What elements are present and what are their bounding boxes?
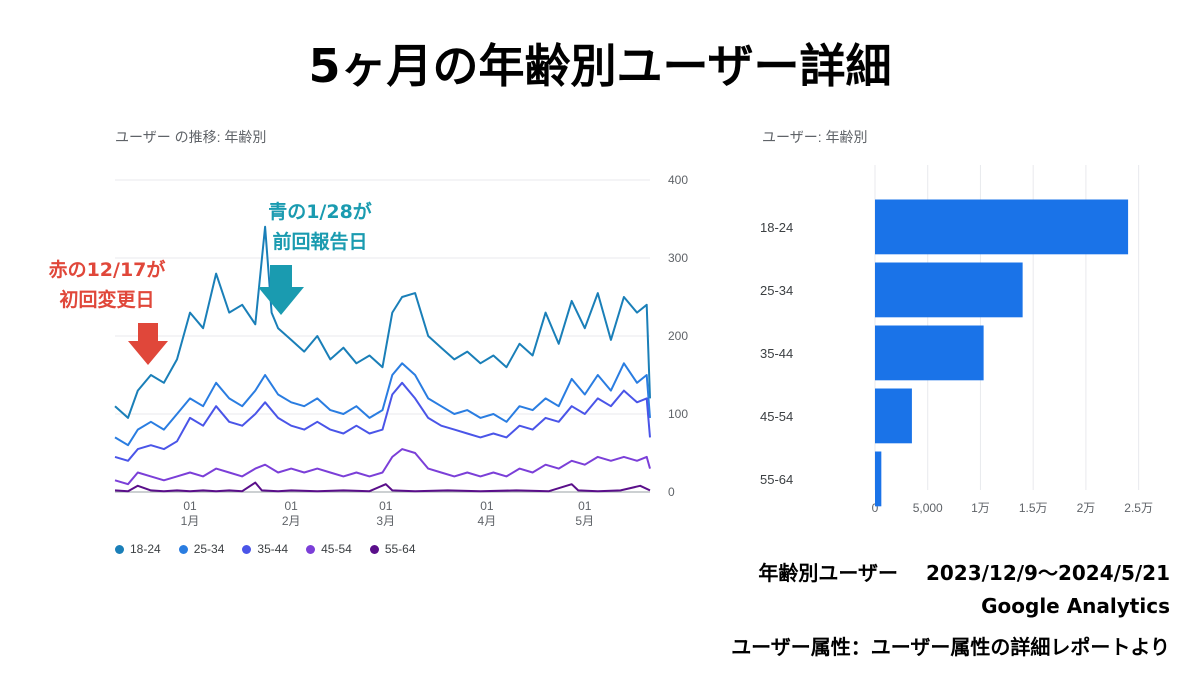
x-tick-label: 2万 [1077, 501, 1096, 515]
legend-label: 25-34 [193, 542, 225, 556]
legend-dot [242, 544, 252, 554]
line-chart-legend: 18-24 25-34 35-44 45-54 55-64 [115, 542, 416, 556]
annotation-blue: 青の1/28が 前回報告日 [240, 197, 400, 257]
category-label: 35-44 [760, 346, 793, 361]
category-label: 18-24 [760, 220, 793, 235]
legend-dot [369, 544, 379, 554]
x-tick-day: 01 [284, 499, 298, 513]
caption-line1: 年齢別ユーザー 2023/12/9〜2024/5/21 [758, 557, 1170, 586]
x-tick-day: 01 [183, 499, 197, 513]
y-tick-label: 400 [668, 173, 688, 187]
x-tick-day: 01 [379, 499, 393, 513]
teal-down-arrow-icon [258, 265, 304, 315]
series-line-55-64 [114, 481, 651, 493]
legend-dot [178, 544, 188, 554]
category-label: 45-54 [760, 409, 793, 424]
annotation-red-line2: 初回変更日 [59, 289, 155, 311]
caption-label: 年齢別ユーザー [758, 561, 898, 585]
x-tick-month: 4月 [478, 514, 497, 528]
x-tick-month: 5月 [575, 514, 594, 528]
legend-item-18-24: 18-24 [115, 542, 161, 556]
legend-item-35-44: 35-44 [242, 542, 288, 556]
caption-source: Google Analytics [981, 594, 1170, 618]
legend-item-45-54: 45-54 [306, 542, 352, 556]
annotation-red-line1: 赤の12/17が [48, 259, 166, 281]
y-tick-label: 200 [668, 329, 688, 343]
y-tick-label: 300 [668, 251, 688, 265]
x-tick-label: 1万 [971, 501, 990, 515]
category-label: 25-34 [760, 283, 793, 298]
legend-label: 55-64 [384, 542, 416, 556]
annotation-red: 赤の12/17が 初回変更日 [22, 255, 192, 315]
legend-dot [115, 544, 124, 554]
series-line-45-54 [114, 448, 651, 486]
bar-35-44 [875, 325, 984, 381]
annotation-blue-line1: 青の1/28が [268, 201, 372, 223]
category-label: 55-64 [760, 472, 793, 487]
x-tick-label: 1.5万 [1019, 501, 1048, 515]
legend-item-25-34: 25-34 [178, 542, 225, 556]
y-tick-label: 0 [668, 485, 675, 499]
bar-chart: 0 5,000 1万 1.5万 2万 2.5万 18-24 25-34 35-44 45-54 55… [760, 165, 1153, 515]
legend-dot [306, 544, 316, 554]
x-tick-day: 01 [578, 499, 592, 513]
legend-item-55-64: 55-64 [369, 542, 416, 556]
legend-label: 35-44 [257, 542, 289, 556]
page-title: 5ヶ月の年齢別ユーザー詳細 [308, 39, 892, 93]
caption-report: ユーザー属性：ユーザー属性の詳細レポートより [731, 635, 1170, 659]
x-tick-label: 2.5万 [1124, 501, 1153, 515]
legend-label: 18-24 [130, 542, 161, 556]
x-tick-month: 1月 [181, 514, 200, 528]
bar-chart-title: ユーザー: 年齢別 [762, 129, 868, 145]
bar-18-24 [875, 199, 1129, 255]
series-line-35-44 [114, 381, 651, 462]
bar-45-54 [875, 388, 912, 444]
caption-date-range: 2023/12/9〜2024/5/21 [925, 561, 1170, 585]
x-tick-label: 5,000 [913, 501, 943, 515]
annotation-blue-line2: 前回報告日 [272, 231, 368, 253]
x-tick-month: 3月 [376, 514, 395, 528]
x-tick-day: 01 [480, 499, 494, 513]
y-tick-label: 100 [668, 407, 688, 421]
series-line-25-34 [114, 362, 651, 447]
x-tick-month: 2月 [282, 514, 301, 528]
bar-25-34 [875, 262, 1023, 318]
series-line-18-24 [114, 225, 651, 419]
x-tick-label: 0 [872, 501, 879, 515]
bar-55-64 [875, 451, 882, 507]
legend-label: 45-54 [321, 542, 352, 556]
red-down-arrow-icon [128, 323, 168, 365]
line-chart-title: ユーザー の推移: 年齢別 [115, 129, 267, 145]
